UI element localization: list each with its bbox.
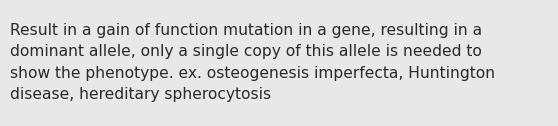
Text: Result in a gain of function mutation in a gene, resulting in a
dominant allele,: Result in a gain of function mutation in… xyxy=(10,23,495,102)
